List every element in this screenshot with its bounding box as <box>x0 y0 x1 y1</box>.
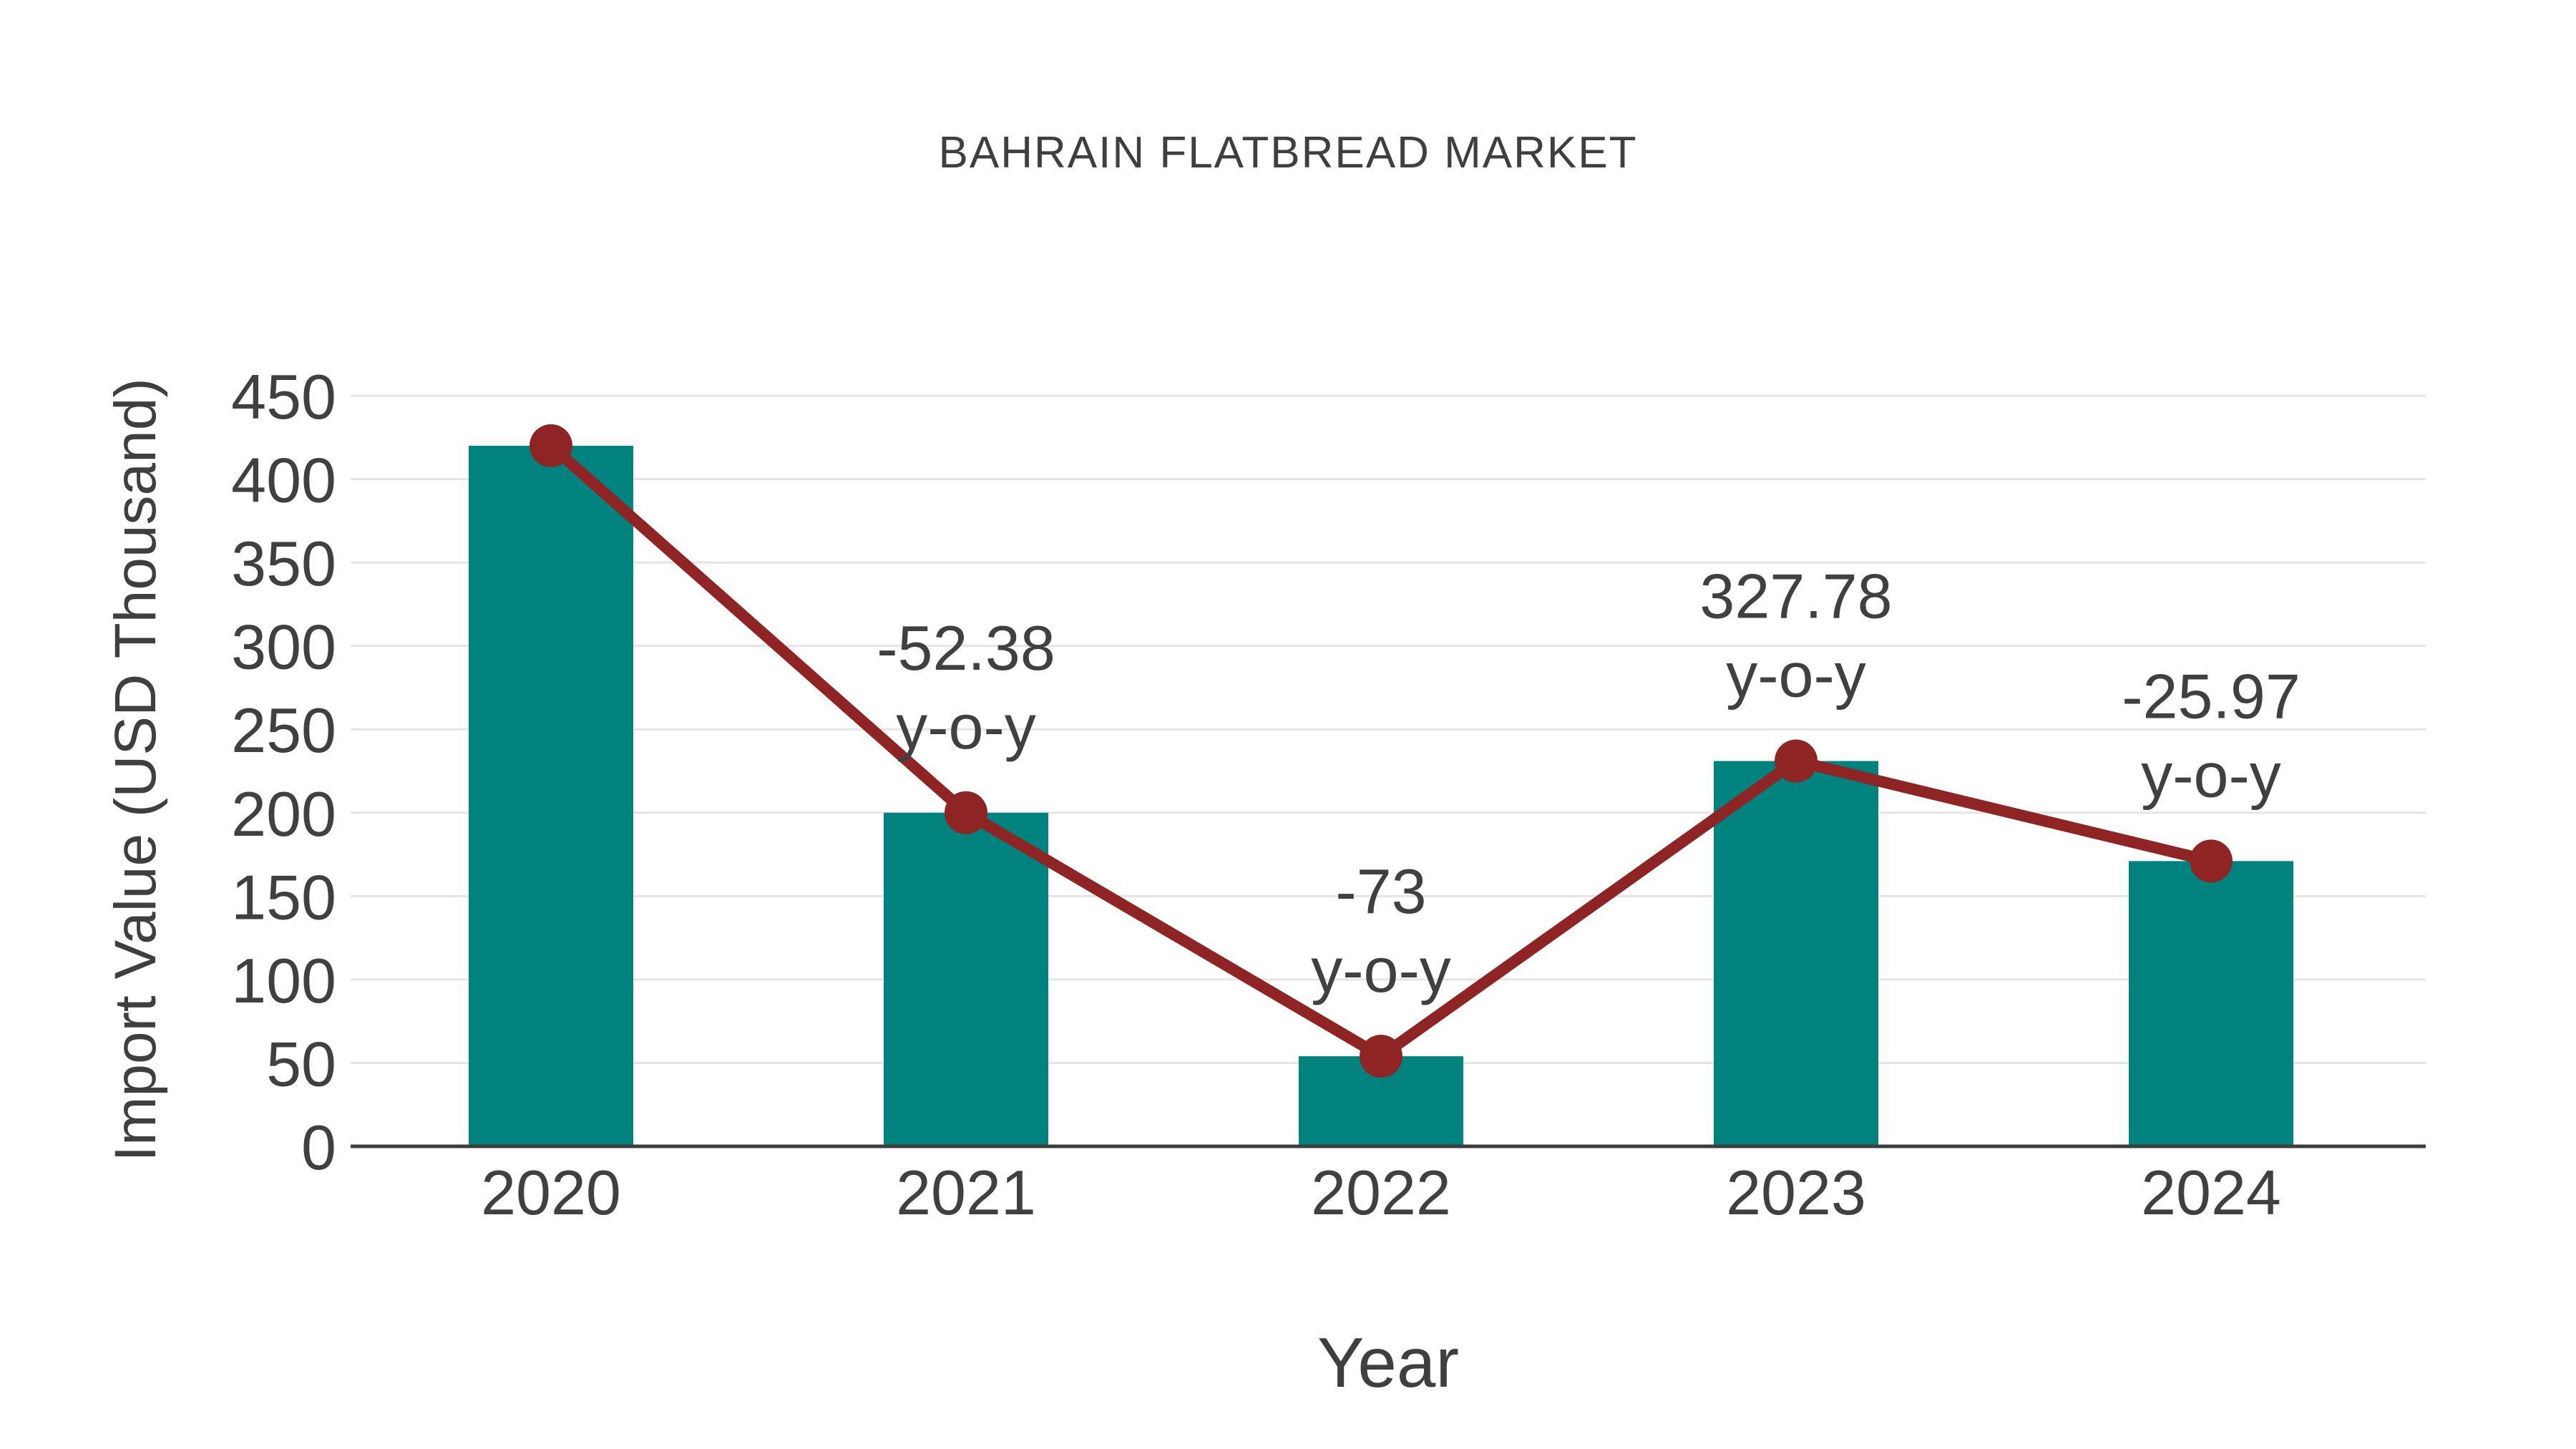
annotation-value-2021: -52.38 <box>877 613 1055 683</box>
bar-2024 <box>2129 861 2293 1146</box>
annotation-unit-2024: y-o-y <box>2141 739 2281 810</box>
annotation-unit-2023: y-o-y <box>1726 640 1866 711</box>
y-tick-label-100: 100 <box>231 945 336 1016</box>
x-axis-title: Year <box>1317 1323 1459 1402</box>
x-tick-label-2022: 2022 <box>1311 1157 1451 1228</box>
y-tick-label-300: 300 <box>231 612 336 683</box>
y-tick-label-350: 350 <box>231 528 336 599</box>
annotation-unit-2022: y-o-y <box>1311 935 1451 1005</box>
y-tick-label-0: 0 <box>301 1112 336 1183</box>
annotation-value-2024: -25.97 <box>2122 660 2301 731</box>
annotation-value-2023: 327.78 <box>1699 561 1892 632</box>
bar-2023 <box>1714 761 1878 1146</box>
y-tick-label-400: 400 <box>231 445 336 516</box>
x-tick-label-2023: 2023 <box>1726 1157 1866 1228</box>
marker-2023 <box>1775 739 1818 783</box>
annotation-unit-2021: y-o-y <box>896 691 1036 762</box>
marker-2024 <box>2190 839 2233 883</box>
marker-2022 <box>1360 1035 1402 1078</box>
x-tick-label-2021: 2021 <box>896 1157 1036 1228</box>
y-tick-label-50: 50 <box>266 1028 336 1099</box>
chart-title: BAHRAIN FLATBREAD MARKET <box>938 128 1638 177</box>
x-tick-label-2024: 2024 <box>2141 1157 2281 1228</box>
marker-2021 <box>945 791 987 834</box>
annotation-value-2022: -73 <box>1335 856 1426 927</box>
y-tick-label-200: 200 <box>231 779 336 849</box>
y-tick-label-450: 450 <box>231 361 336 432</box>
bar-2021 <box>884 812 1048 1146</box>
y-tick-label-150: 150 <box>231 862 336 932</box>
x-tick-label-2020: 2020 <box>481 1157 621 1228</box>
bar-2020 <box>469 445 633 1146</box>
y-tick-label-250: 250 <box>231 695 336 766</box>
marker-2020 <box>530 424 572 467</box>
